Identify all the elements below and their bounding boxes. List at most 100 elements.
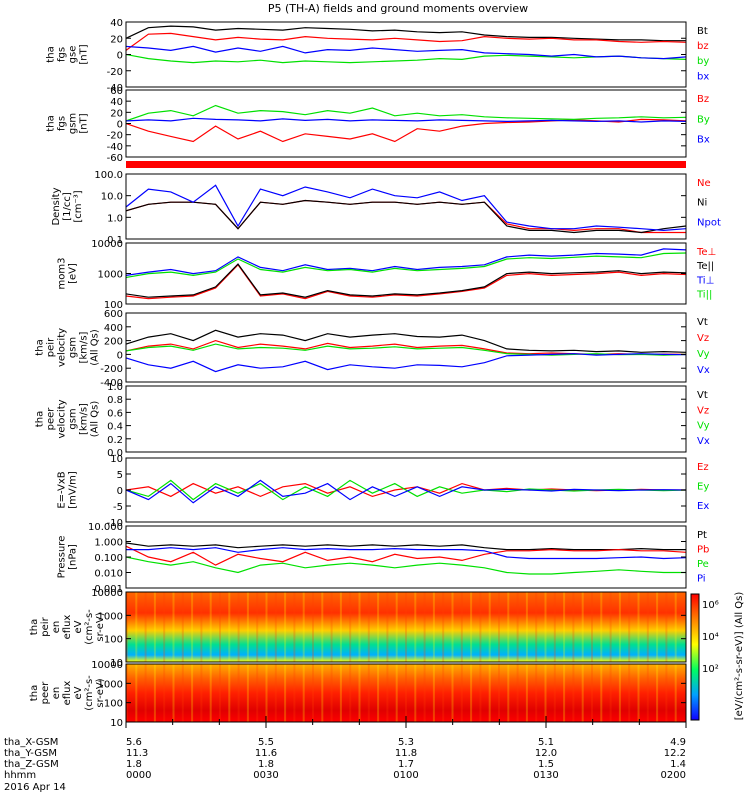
spectrogram-streak	[637, 664, 640, 722]
spectrogram-streak	[544, 664, 547, 722]
y-tick-label: -20	[107, 67, 123, 78]
legend-entry: Pe	[697, 559, 709, 570]
y-axis-label-line: sr-eV)	[95, 678, 106, 707]
spectrogram-streak	[302, 664, 305, 722]
spectrogram-streak	[553, 664, 556, 722]
spectrogram-image	[126, 664, 686, 722]
legend-entry: Bz	[697, 94, 709, 105]
flag-bar	[126, 161, 686, 168]
y-tick-label: 100	[104, 699, 123, 710]
y-tick-label: -10	[107, 518, 123, 529]
spectrogram-streak	[135, 592, 138, 662]
x-tick-label: 5.5	[258, 737, 274, 748]
spectrogram-streak	[153, 664, 156, 722]
spectrogram-streak	[460, 592, 463, 662]
colorbar-tick-label: 10²	[702, 664, 719, 675]
x-tick-label: 4.9	[670, 737, 686, 748]
legend-entry: Ni	[697, 198, 707, 209]
spectrogram-streak	[209, 592, 212, 662]
spectrogram-streak	[144, 592, 147, 662]
y-tick-label: -5	[113, 502, 123, 513]
legend-entry: By	[697, 114, 710, 125]
panel-1: Bt bz by bx 40 20 0 -20 -40 tha fgs gse [nT]	[46, 18, 710, 94]
panel-frame	[125, 312, 687, 383]
spectrogram-streak	[228, 664, 231, 722]
spectrogram-streak	[525, 592, 528, 662]
spectrogram-streak	[237, 592, 240, 662]
y-tick-label: -400	[100, 378, 123, 389]
y-axis-label-line: sr-eV)	[95, 612, 106, 641]
x-tick-label: 1.4	[670, 759, 686, 770]
spectrogram-streak	[628, 664, 631, 722]
spectrogram-streak	[656, 592, 659, 662]
spectrogram-streak	[646, 664, 649, 722]
spectrogram-streak	[312, 592, 314, 662]
y-axis-label-line: [eV]	[68, 263, 79, 284]
spectrogram-streak	[386, 664, 389, 722]
spectrogram-streak	[172, 664, 175, 722]
spectrogram-streak	[126, 592, 128, 662]
spectrogram-streak	[600, 592, 603, 662]
legend-entry: Vz	[697, 405, 709, 416]
spectrogram-streak	[488, 592, 491, 662]
spectrogram-streak	[572, 664, 575, 722]
series-line-pe	[125, 556, 686, 575]
spectrogram-streak	[200, 664, 203, 722]
spectrogram-streak	[581, 664, 584, 722]
series-line-npot	[125, 184, 687, 232]
spectrogram-streak	[219, 592, 221, 662]
spectrogram-streak	[479, 592, 482, 662]
y-axis-label-line: [nT]	[79, 44, 90, 64]
legend-entry: Bt	[697, 26, 708, 37]
y-tick-label: 1000	[98, 679, 123, 690]
spectrogram-streak	[563, 664, 566, 722]
legend-entry: Ne	[697, 178, 711, 189]
y-axis-label: mom3 [eV]	[57, 258, 79, 290]
series-line-vx	[125, 353, 687, 373]
legend-entry: Te⊥	[696, 247, 716, 258]
series-line-by	[125, 104, 687, 122]
y-tick-label: -60	[107, 153, 123, 164]
spectrogram-streak	[163, 592, 166, 662]
spectrogram-streak	[358, 664, 361, 722]
spectrogram-streak	[163, 664, 166, 722]
spectrogram-streak	[135, 664, 138, 722]
spectrogram-streak	[144, 664, 147, 722]
spectrogram-streak	[451, 592, 454, 662]
y-axis-label-line: peir	[40, 616, 51, 636]
x-tick-label: 0200	[661, 770, 686, 781]
spectrogram-streak	[609, 664, 612, 722]
spectrogram-streak	[395, 592, 398, 662]
spectrogram-streak	[191, 592, 194, 662]
spectrogram-streak	[516, 664, 519, 722]
legend-entry: Bx	[697, 135, 710, 146]
y-axis-label-line: (All Qs)	[90, 401, 101, 438]
y-tick-label: 100	[104, 635, 123, 646]
legend-entry: Ez	[697, 462, 709, 473]
legend-entry: Ey	[697, 481, 709, 492]
panel-frame	[125, 21, 687, 88]
spectrogram-streak	[423, 592, 426, 662]
y-axis-label-line: [cm⁻³]	[73, 190, 84, 222]
y-tick-label: 0	[117, 350, 123, 361]
spectrogram-streak	[349, 664, 352, 722]
legend-entry: Ti⊥	[696, 275, 714, 286]
spectrogram-streak	[228, 592, 231, 662]
spectrogram-streak	[665, 664, 668, 722]
y-tick-label: 1.0	[107, 213, 123, 224]
legend-entry: bz	[697, 41, 709, 52]
spectrogram-streak	[460, 664, 463, 722]
spectrogram-streak	[442, 664, 445, 722]
spectrogram-streak	[609, 592, 612, 662]
y-tick-label: 40	[110, 18, 123, 29]
spectrogram-streak	[339, 592, 342, 662]
series-line-ti	[125, 252, 687, 279]
y-tick-label: 400	[104, 323, 123, 334]
y-tick-label: -200	[100, 364, 123, 375]
panel-8: Pt Pb Pe Pi 10.000 1.000 0.100 0.010 0.001 Pressu…	[57, 522, 710, 595]
y-tick-label: 0.001	[94, 584, 123, 595]
y-tick-label: 5	[117, 470, 123, 481]
y-axis-label-line: velocity	[57, 399, 68, 438]
legend-entry: Vt	[697, 317, 708, 328]
legend-entry: Vt	[697, 390, 708, 401]
